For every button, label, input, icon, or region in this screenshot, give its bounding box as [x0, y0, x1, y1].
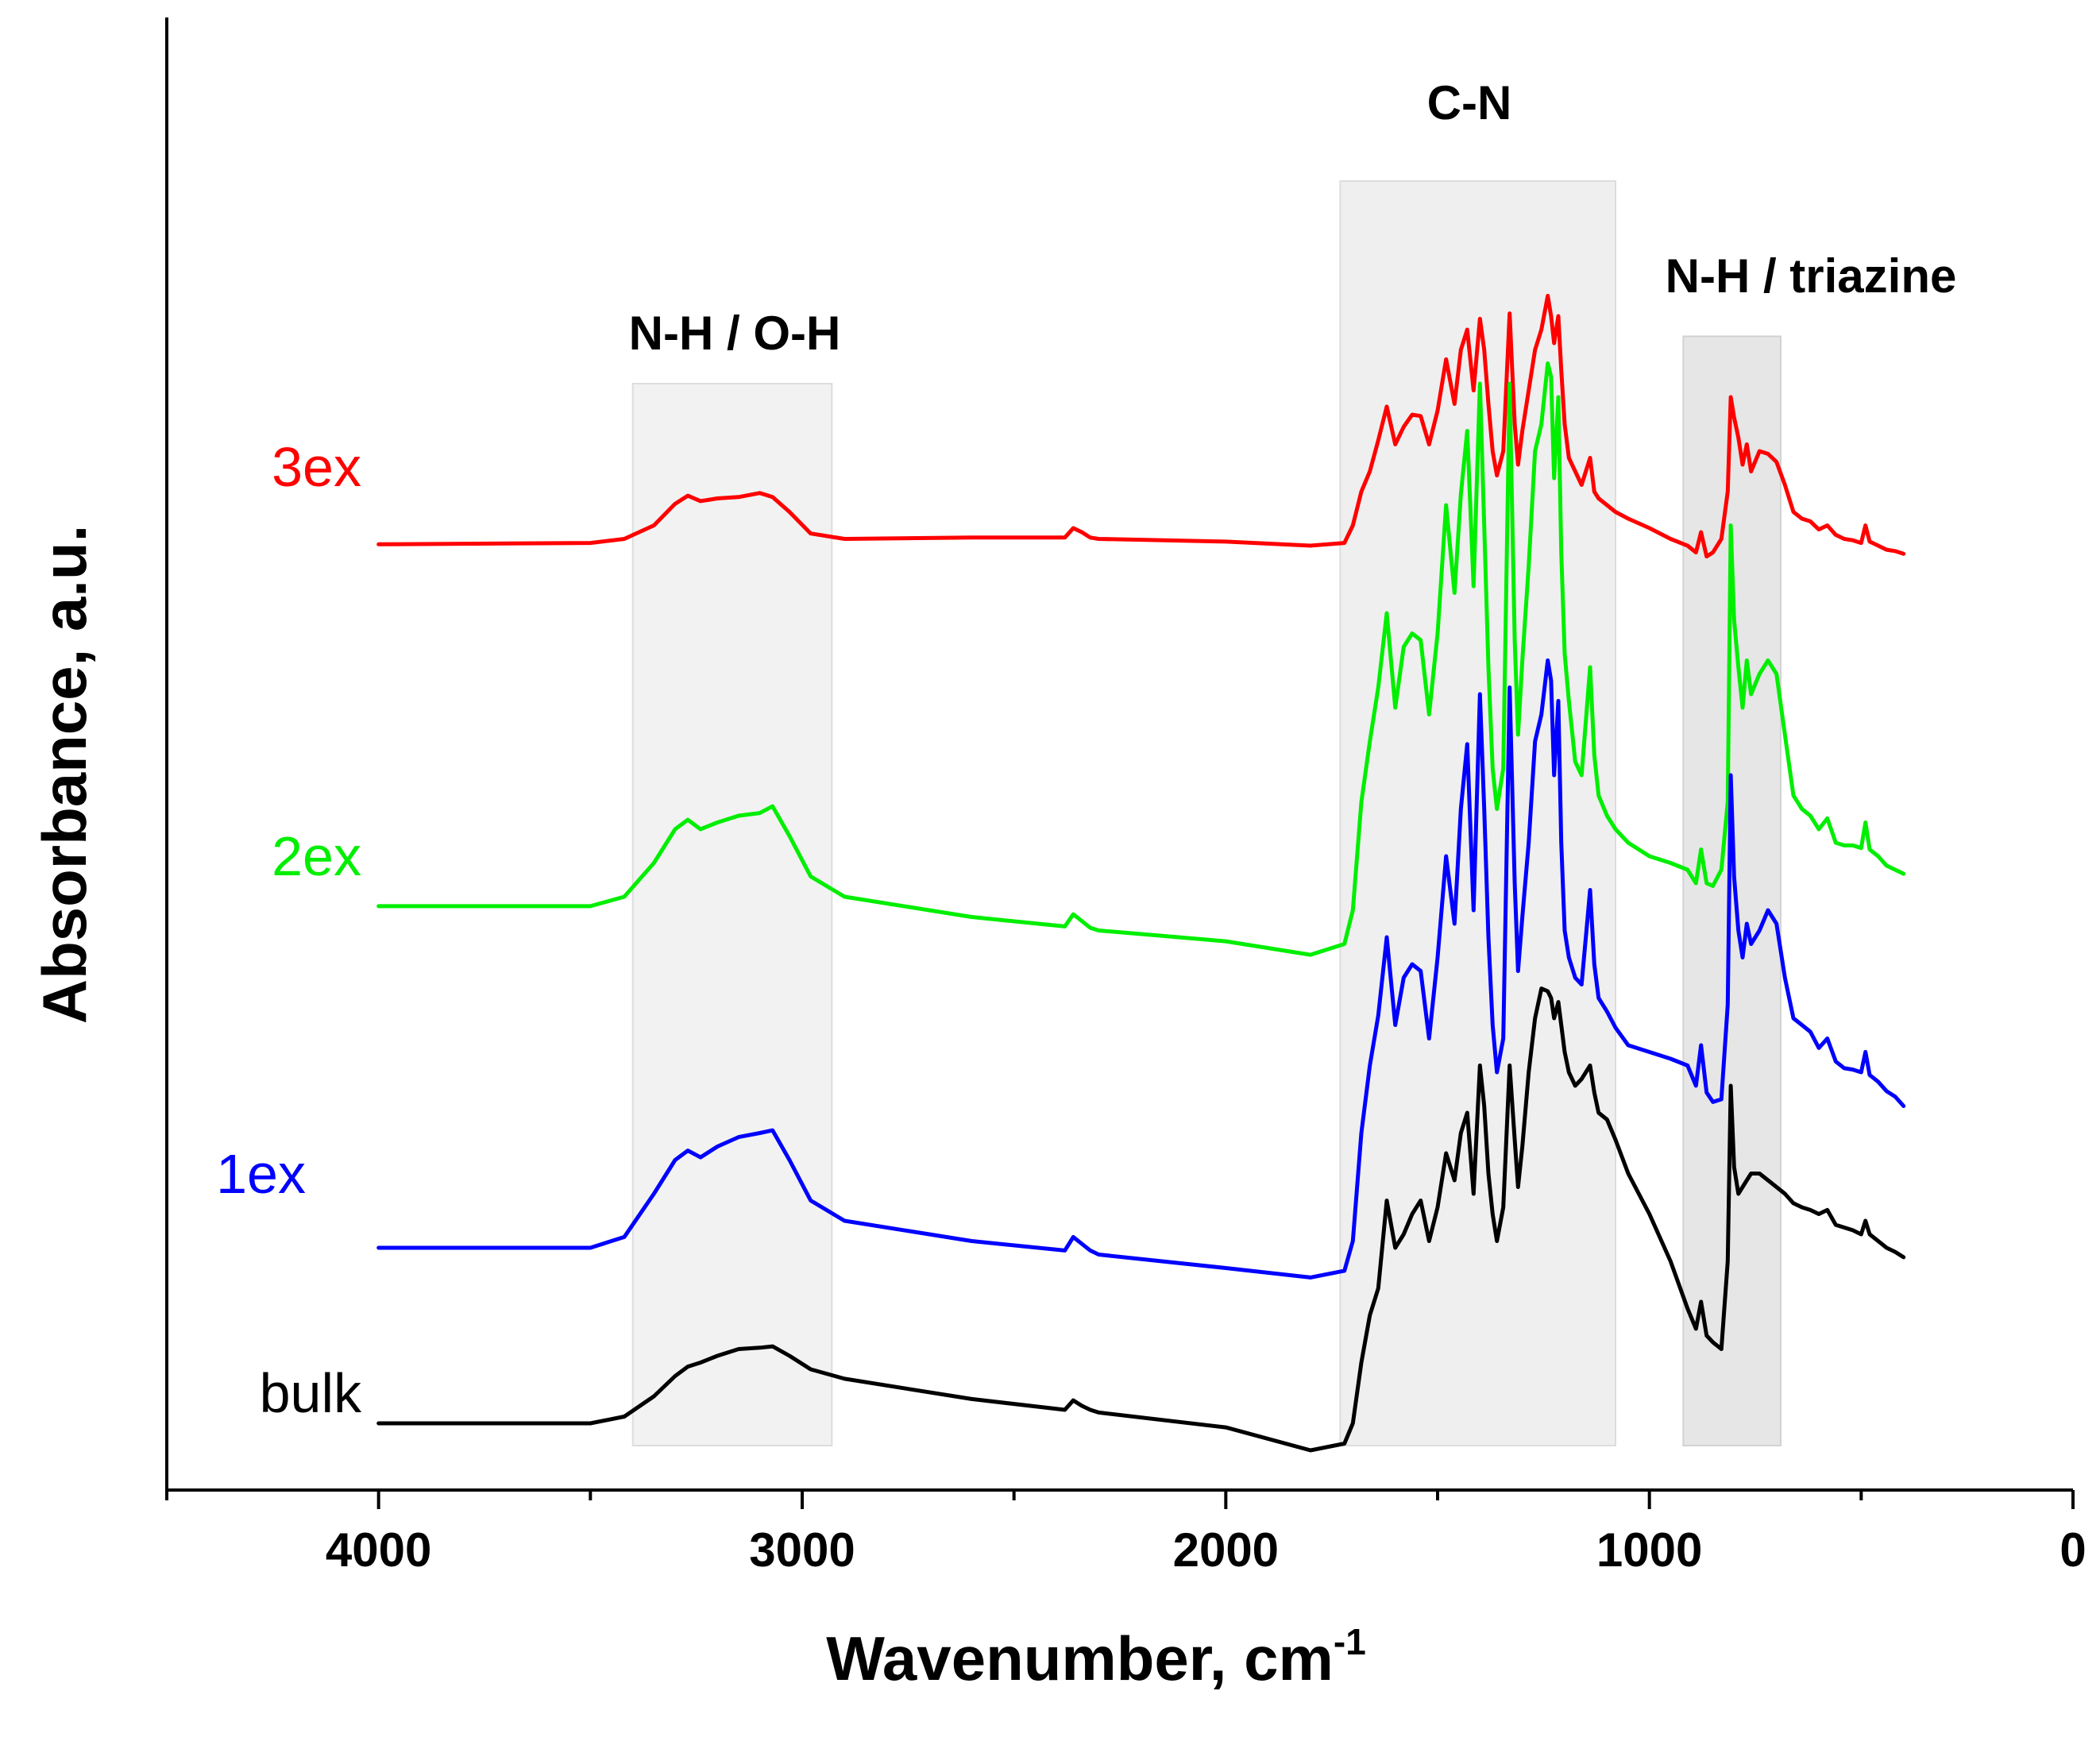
nh-oh-band	[631, 383, 833, 1446]
nh-oh-band-label: N-H / O-H	[629, 307, 841, 360]
series-line-1ex	[376, 658, 1906, 1280]
spectra-lines	[376, 294, 1906, 1453]
nh-triazine-band	[1682, 335, 1782, 1446]
series-label-1ex: 1ex	[216, 1143, 306, 1205]
labels: N-H / O-H C-N N-H / triazine 3ex 2ex 1ex bulk W…	[29, 76, 1956, 1693]
series-line-2ex	[376, 361, 1906, 957]
x-tick-label: 1000	[1596, 1523, 1702, 1577]
x-axis-title-text: Wavenumber, cm	[826, 1623, 1334, 1693]
series-label-2ex: 2ex	[272, 825, 361, 887]
series-label-3ex: 3ex	[272, 436, 361, 498]
x-axis-title: Wavenumber, cm-1	[826, 1621, 1366, 1693]
nh-triazine-band-label: N-H / triazine	[1666, 249, 1957, 303]
x-axis-title-superscript: -1	[1334, 1621, 1366, 1662]
x-tick-label: 0	[2059, 1523, 2086, 1577]
series-line-3ex	[376, 294, 1906, 559]
series-line-bulk	[376, 986, 1906, 1453]
series-label-bulk: bulk	[260, 1362, 362, 1424]
cn-band-label: C-N	[1427, 76, 1512, 129]
y-axis-title: Absorbance, a.u.	[29, 525, 99, 1025]
x-tick-label: 2000	[1173, 1523, 1279, 1577]
x-tick-label: 3000	[749, 1523, 855, 1577]
axes: 4000 3000 2000 1000 0	[165, 17, 2086, 1577]
x-tick-label: 4000	[326, 1523, 431, 1577]
